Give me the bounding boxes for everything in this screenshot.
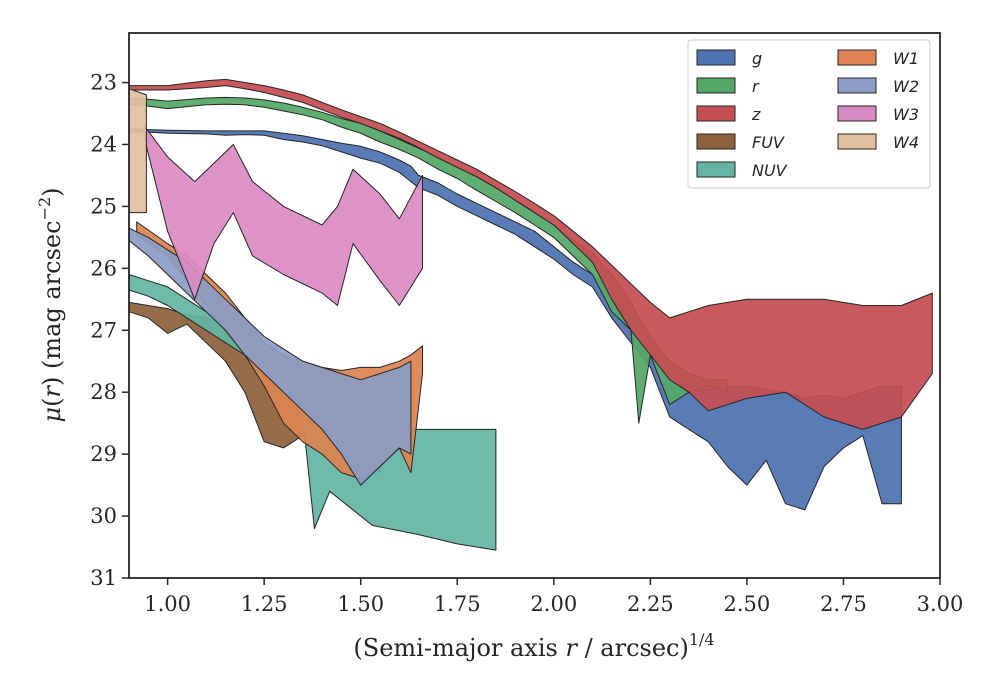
legend-label-w1: W1: [893, 49, 919, 68]
legend-swatch-w3: [837, 105, 877, 122]
legend-swatch-w2: [837, 77, 877, 94]
x-tick-label: 1.25: [241, 592, 288, 616]
legend-swatch-r: [696, 77, 736, 94]
band-w2: [128, 227, 412, 486]
x-tick-label: 1.00: [144, 592, 191, 616]
y-axis-label: μ(r) (mag arcsec−2): [35, 187, 66, 422]
legend-label-w2: W2: [893, 77, 919, 96]
band-g: [128, 128, 902, 511]
y-tick-label: 27: [90, 318, 117, 342]
legend-swatch-w1: [837, 49, 877, 66]
y-tick-label: 26: [90, 256, 117, 280]
band-z: [128, 78, 933, 430]
legend-swatch-fuv: [696, 133, 736, 150]
band-w4: [128, 88, 147, 214]
profile-bands: [128, 78, 933, 551]
legend-label-g: g: [752, 49, 762, 68]
legend-swatch-z: [696, 105, 736, 122]
band-w3: [143, 125, 423, 306]
legend-label-w4: W4: [893, 133, 919, 152]
legend-swatch-nuv: [696, 161, 736, 178]
y-tick-label: 31: [90, 566, 117, 590]
y-tick-label: 25: [90, 194, 117, 218]
x-tick-label: 1.75: [434, 592, 481, 616]
plot-frame: [128, 32, 941, 579]
legend-frame: [687, 39, 931, 189]
y-tick-label: 29: [90, 442, 117, 466]
x-tick-label: 2.50: [724, 592, 771, 616]
x-tick-label: 1.50: [337, 592, 384, 616]
x-tick-label: 2.00: [530, 592, 577, 616]
legend-label-fuv: FUV: [752, 133, 785, 152]
legend-swatch-g: [696, 49, 736, 66]
y-tick-label: 24: [90, 132, 117, 156]
legend-label-nuv: NUV: [752, 161, 788, 180]
legend-swatch-w4: [837, 133, 877, 150]
y-tick-label: 23: [90, 71, 117, 95]
legend-label-w3: W3: [893, 105, 919, 124]
legend: grz FUV NUV W1 W2 W3 W4: [687, 39, 931, 189]
x-tick-label: 2.25: [627, 592, 674, 616]
y-axis-ticks: 23 24 25 26 27 28 29 30 31: [90, 71, 129, 590]
x-axis-label: (Semi-major axis r / arcsec)1/4: [353, 630, 714, 662]
x-tick-label: 3.00: [917, 592, 964, 616]
x-axis-ticks: 1.00 1.25 1.50 1.75 2.00 2.25 2.50 2.75 3.00: [144, 578, 963, 616]
y-tick-label: 30: [90, 504, 117, 528]
legend-label-z: z: [751, 105, 761, 124]
y-tick-label: 28: [90, 380, 117, 404]
x-tick-label: 2.75: [820, 592, 867, 616]
legend-label-r: r: [752, 77, 760, 96]
